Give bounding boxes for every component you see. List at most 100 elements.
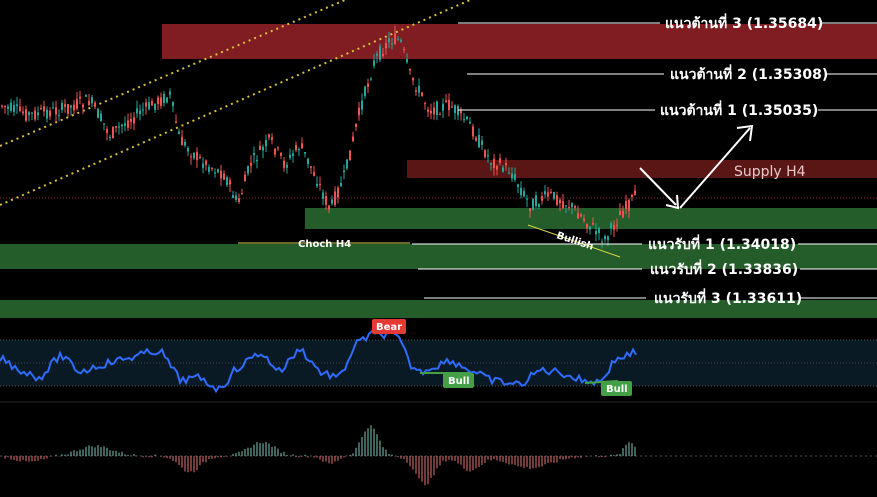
candle-body [226,177,228,185]
candle-body [274,148,276,155]
candle-body [307,158,309,165]
candle-body [64,104,66,107]
candle-body [334,191,336,205]
candle-body [253,153,255,156]
candle-body [412,77,414,81]
candle-body [541,196,543,201]
bullish-divergence-line [527,224,621,258]
projection-arrow-up-head [736,124,754,142]
oscillator-line [0,329,637,394]
candle-body [325,196,327,205]
candle-body [145,102,147,107]
candle-body [118,126,120,128]
candle-body [115,126,117,128]
bull-badge-2 [601,381,632,396]
candle-body [328,205,330,210]
candle-body [571,203,573,208]
candle-body [100,113,102,121]
candle-body [391,43,393,45]
candle-body [628,200,630,211]
candle-body [133,117,135,124]
candle-body [55,107,57,115]
candle-body [508,172,510,174]
candle-body [592,222,594,225]
candle-body [13,104,15,113]
resistance-1-label: แนวต้านที่ 1 (1.35035) [660,100,818,119]
candle-body [262,146,264,151]
candle-body [25,109,27,121]
candle-body [400,40,402,42]
supply-h4-label: Supply H4 [734,164,806,180]
candle-body [361,100,363,110]
candle-body [418,85,420,93]
candle-body [553,192,555,199]
candle-body [187,147,189,152]
candle-body [409,69,411,71]
candle-body [58,115,60,117]
candle-body [436,101,438,115]
candle-body [397,39,399,41]
candle-body [547,192,549,197]
candle-body [1,105,3,107]
candle-body [349,150,351,161]
candle-body [430,110,432,114]
candle-body [298,149,300,151]
candle-body [550,191,552,193]
candle-body [475,137,477,141]
candle-body [202,163,204,168]
candle-body [631,194,633,197]
candle-body [607,236,609,241]
candle-body [82,104,84,108]
support-1-label: แนวรับที่ 1 (1.34018) [648,234,796,253]
candle-body [601,241,603,243]
candle-body [112,126,114,139]
candle-body [574,206,576,208]
candle-body [40,108,42,110]
candle-body [316,183,318,187]
candle-body [373,60,375,66]
candle-body [562,201,564,209]
candle-body [454,105,456,114]
candle-body [343,170,345,173]
candle-body [208,166,210,172]
projection-arrow-up [679,127,751,209]
candle-body [76,99,78,109]
candle-body [289,154,291,158]
candle-body [580,214,582,217]
candle-body [595,230,597,235]
candle-body [181,136,183,146]
candle-body [235,195,237,200]
candle-body [322,192,324,199]
candle-body [502,167,504,172]
bear-badge-text: Bear [376,322,402,333]
candle-body [364,86,366,97]
channel-upper-line [0,0,346,147]
candle-body [394,33,396,44]
candle-body [388,38,390,43]
candle-body [73,104,75,111]
demand-zone-upper [305,208,877,229]
candle-body [229,180,231,185]
candle-body [493,158,495,169]
candle-body [577,213,579,219]
candle-body [370,78,372,80]
candle-body [385,43,387,49]
candle-body [271,137,273,140]
candle-body [559,199,561,204]
candle-body [28,112,30,116]
candle-body [496,166,498,170]
candle-body [427,109,429,112]
candle-body [319,183,321,186]
candle-body [214,172,216,174]
candle-body [217,169,219,173]
candle-body [457,106,459,116]
candle-body [67,104,69,114]
candle-body [331,199,333,204]
candle-body [604,236,606,240]
candle-body [448,99,450,111]
candle-body [256,159,258,162]
support-3-label: แนวรับที่ 3 (1.33611) [654,288,802,307]
candle-body [301,143,303,149]
candle-body [535,195,537,206]
